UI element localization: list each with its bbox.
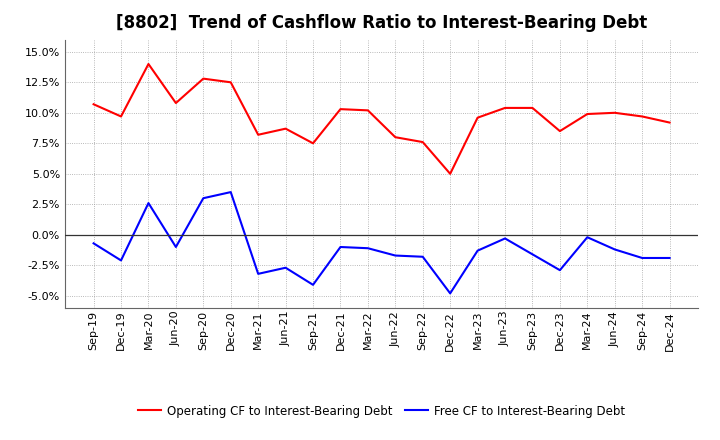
Free CF to Interest-Bearing Debt (418, 254, 427, 260)
Operating CF to Interest-Bearing Debt (89, 102, 98, 107)
Free CF to Interest-Bearing Debt (171, 244, 180, 249)
Operating CF to Interest-Bearing Debt (391, 135, 400, 140)
Free CF to Interest-Bearing Debt (282, 265, 290, 270)
Free CF to Interest-Bearing Debt (446, 291, 454, 296)
Operating CF to Interest-Bearing Debt (199, 76, 207, 81)
Operating CF to Interest-Bearing Debt (144, 61, 153, 66)
Free CF to Interest-Bearing Debt (254, 271, 263, 276)
Free CF to Interest-Bearing Debt (364, 246, 372, 251)
Operating CF to Interest-Bearing Debt (336, 106, 345, 112)
Free CF to Interest-Bearing Debt (391, 253, 400, 258)
Free CF to Interest-Bearing Debt (89, 241, 98, 246)
Free CF to Interest-Bearing Debt (144, 201, 153, 206)
Operating CF to Interest-Bearing Debt (665, 120, 674, 125)
Operating CF to Interest-Bearing Debt (500, 105, 509, 110)
Operating CF to Interest-Bearing Debt (254, 132, 263, 137)
Free CF to Interest-Bearing Debt (528, 252, 537, 257)
Free CF to Interest-Bearing Debt (556, 268, 564, 273)
Operating CF to Interest-Bearing Debt (418, 139, 427, 145)
Free CF to Interest-Bearing Debt (611, 247, 619, 252)
Operating CF to Interest-Bearing Debt (171, 100, 180, 106)
Operating CF to Interest-Bearing Debt (611, 110, 619, 115)
Operating CF to Interest-Bearing Debt (473, 115, 482, 120)
Line: Free CF to Interest-Bearing Debt: Free CF to Interest-Bearing Debt (94, 192, 670, 293)
Operating CF to Interest-Bearing Debt (364, 108, 372, 113)
Operating CF to Interest-Bearing Debt (226, 80, 235, 85)
Free CF to Interest-Bearing Debt (309, 282, 318, 287)
Free CF to Interest-Bearing Debt (117, 258, 125, 263)
Operating CF to Interest-Bearing Debt (638, 114, 647, 119)
Operating CF to Interest-Bearing Debt (556, 128, 564, 134)
Operating CF to Interest-Bearing Debt (117, 114, 125, 119)
Operating CF to Interest-Bearing Debt (528, 105, 537, 110)
Operating CF to Interest-Bearing Debt (446, 171, 454, 176)
Line: Operating CF to Interest-Bearing Debt: Operating CF to Interest-Bearing Debt (94, 64, 670, 174)
Operating CF to Interest-Bearing Debt (309, 141, 318, 146)
Free CF to Interest-Bearing Debt (226, 190, 235, 195)
Free CF to Interest-Bearing Debt (336, 244, 345, 249)
Free CF to Interest-Bearing Debt (638, 255, 647, 260)
Free CF to Interest-Bearing Debt (665, 255, 674, 260)
Title: [8802]  Trend of Cashflow Ratio to Interest-Bearing Debt: [8802] Trend of Cashflow Ratio to Intere… (116, 15, 647, 33)
Free CF to Interest-Bearing Debt (583, 235, 592, 240)
Free CF to Interest-Bearing Debt (473, 248, 482, 253)
Operating CF to Interest-Bearing Debt (583, 111, 592, 117)
Operating CF to Interest-Bearing Debt (282, 126, 290, 131)
Free CF to Interest-Bearing Debt (500, 236, 509, 241)
Free CF to Interest-Bearing Debt (199, 195, 207, 201)
Legend: Operating CF to Interest-Bearing Debt, Free CF to Interest-Bearing Debt: Operating CF to Interest-Bearing Debt, F… (133, 400, 630, 422)
